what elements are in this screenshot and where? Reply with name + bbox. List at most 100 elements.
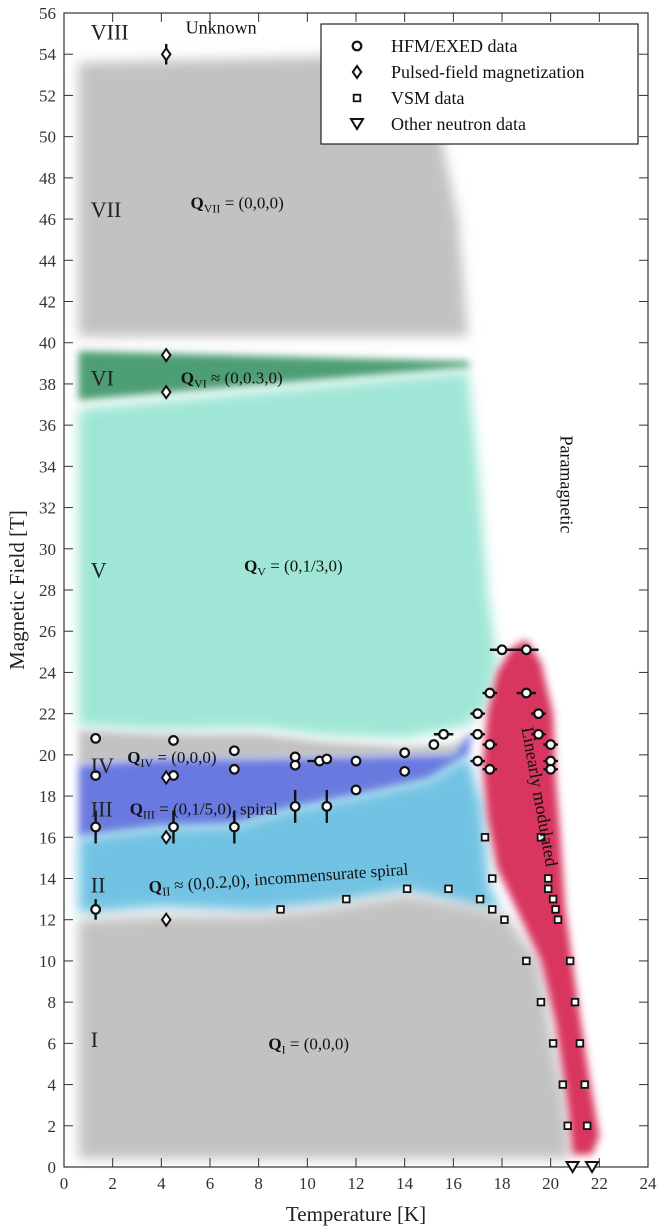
legend-marker-square <box>352 93 362 103</box>
data-point-diamond <box>160 769 172 786</box>
x-tick-label: 20 <box>542 1174 559 1193</box>
y-tick-label: 4 <box>48 1076 57 1095</box>
data-point-circle <box>545 763 557 775</box>
data-point-circle <box>484 763 496 775</box>
data-point-circle <box>168 821 179 833</box>
x-axis-title: Temperature [K] <box>286 1202 426 1226</box>
y-tick-label: 32 <box>39 499 56 518</box>
data-point-square <box>544 884 553 894</box>
phase-label-vii: VII <box>91 197 122 222</box>
data-point-circle <box>428 739 440 750</box>
data-point-square <box>548 894 558 904</box>
data-points <box>90 43 600 1174</box>
y-axis-title: Magnetic Field [T] <box>5 510 29 670</box>
phase-label-iii: III <box>91 796 113 821</box>
x-tick-label: 10 <box>299 1174 316 1193</box>
data-point-diamond <box>160 384 172 400</box>
data-point-circle <box>90 770 102 781</box>
x-tick-label: 22 <box>591 1174 608 1193</box>
y-tick-label: 8 <box>48 993 57 1012</box>
data-point-square <box>444 884 453 894</box>
phase-q-label-vi: QVI ≈ (0,0.3,0) <box>181 369 283 391</box>
y-tick-label: 0 <box>48 1158 57 1177</box>
data-point-square <box>551 905 560 914</box>
y-tick-label: 36 <box>39 416 56 435</box>
data-point-circle <box>350 784 362 796</box>
x-tick-label: 16 <box>445 1174 462 1193</box>
data-point-circle <box>289 759 301 771</box>
y-tick-label: 30 <box>39 540 56 559</box>
phase-region-linear-modulated <box>482 639 600 1155</box>
data-point-circle <box>484 739 496 750</box>
data-point-square <box>475 894 485 904</box>
y-tick-label: 44 <box>39 251 57 270</box>
data-point-circle <box>472 755 484 767</box>
phase-label-iv: IV <box>91 753 114 778</box>
phase-q-label-v: QV = (0,1/3,0) <box>244 556 343 578</box>
legend-marker-circle <box>351 40 363 52</box>
series-triangle-down <box>564 1161 600 1174</box>
y-tick-label: 16 <box>39 828 56 847</box>
data-point-circle <box>90 821 102 833</box>
data-point-circle <box>484 687 496 699</box>
data-point-square <box>570 997 580 1007</box>
legend-marker-triangle-down <box>349 118 365 131</box>
y-tick-label: 10 <box>39 952 56 971</box>
series-circle <box>90 644 558 920</box>
y-tick-label: 48 <box>39 169 56 188</box>
x-tick-label: 0 <box>60 1174 69 1193</box>
x-tick-label: 14 <box>396 1174 414 1193</box>
phase-q-label-iv: QIV = (0,0,0) <box>127 748 216 770</box>
y-tick-label: 14 <box>39 870 57 889</box>
data-point-square <box>548 1039 558 1048</box>
paramagnetic-label: Paramagnetic <box>556 435 576 533</box>
y-tick-label: 40 <box>39 334 56 353</box>
data-point-square <box>276 905 285 914</box>
legend-label-diamond: Pulsed-field magnetization <box>391 62 584 82</box>
data-point-diamond <box>160 46 172 62</box>
x-tick-label: 2 <box>108 1174 117 1193</box>
series-square <box>276 833 592 1130</box>
data-point-circle <box>228 763 240 775</box>
data-point-circle <box>350 755 362 767</box>
data-point-square <box>488 874 497 883</box>
legend: HFM/EXED data Pulsed-field magnetization V… <box>320 23 639 145</box>
data-point-square <box>500 915 509 924</box>
legend-box <box>320 23 639 145</box>
legend-label-circle: HFM/EXED data <box>391 36 517 56</box>
data-point-square <box>580 1080 589 1089</box>
data-point-triangle-down <box>584 1161 600 1174</box>
y-tick-label: 52 <box>39 86 56 105</box>
y-tick-label: 42 <box>39 293 56 312</box>
y-tick-label: 6 <box>48 1034 57 1053</box>
phase-region-i <box>78 895 571 1159</box>
phase-regions <box>78 54 600 1159</box>
data-point-circle <box>472 728 484 740</box>
data-point-circle <box>520 687 532 699</box>
x-tick-label: 18 <box>494 1174 511 1193</box>
data-point-square <box>480 833 490 842</box>
data-point-circle <box>472 708 484 720</box>
phase-region-ii <box>78 754 502 914</box>
y-tick-label: 2 <box>48 1117 57 1136</box>
phase-region-v <box>78 371 498 739</box>
y-tick-label: 18 <box>39 787 56 806</box>
data-point-circle <box>533 728 544 740</box>
data-point-square <box>488 905 497 914</box>
y-tick-label: 12 <box>39 911 56 930</box>
y-tick-label: 54 <box>39 45 57 64</box>
data-point-circle <box>90 732 102 744</box>
data-point-circle <box>321 800 333 812</box>
data-point-circle <box>90 904 102 915</box>
y-tick-label: 34 <box>39 457 57 476</box>
y-tick-label: 20 <box>39 746 56 765</box>
data-point-circle <box>533 708 544 720</box>
data-point-square <box>522 956 531 966</box>
phase-label-viii: VIII <box>91 20 129 45</box>
x-tick-label: 6 <box>206 1174 215 1193</box>
data-point-circle <box>228 745 240 757</box>
data-point-square <box>544 874 553 883</box>
axes: 0 2 4 6 8 10 12 14 16 18 20 22 240246810121416182022… <box>5 4 657 1226</box>
data-point-square <box>575 1039 585 1048</box>
